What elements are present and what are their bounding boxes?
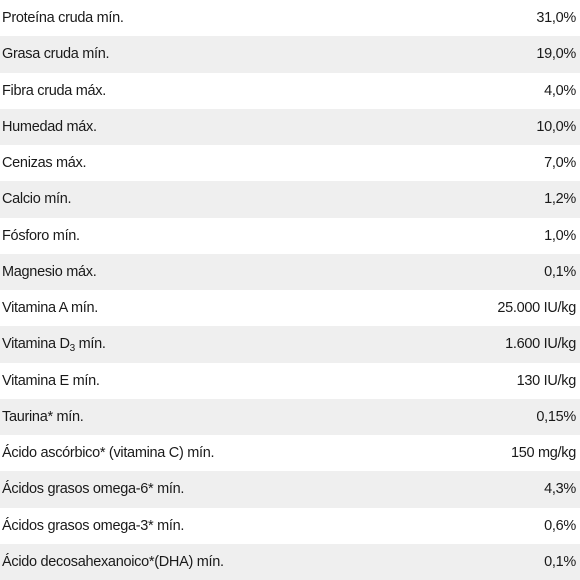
table-row: Magnesio máx. 0,1% [0, 253, 580, 290]
nutrient-value: 0,6% [544, 517, 576, 534]
nutrient-label: Calcio mín. [2, 191, 72, 208]
nutrient-label: Proteína cruda mín. [2, 10, 124, 27]
nutrient-label: Fibra cruda máx. [2, 82, 106, 99]
nutrient-label: Grasa cruda mín. [2, 46, 110, 63]
nutrient-value: 1,2% [544, 191, 576, 208]
nutrient-label: Fósforo mín. [2, 227, 80, 244]
table-row: Grasa cruda mín. 19,0% [0, 36, 580, 73]
table-row: Ácido ascórbico* (vitamina C) mín. 150 m… [0, 435, 580, 472]
nutrient-value: 0,1% [544, 553, 576, 570]
nutrient-value: 0,15% [536, 408, 576, 425]
nutrient-label: Vitamina A mín. [2, 300, 98, 317]
nutrient-value: 31,0% [536, 10, 576, 27]
nutrient-label: Humedad máx. [2, 118, 97, 135]
nutrient-label-subscript: 3 [69, 343, 76, 355]
nutrient-label: Taurina* mín. [2, 408, 84, 425]
table-row: Ácidos grasos omega-6* mín. 4,3% [0, 471, 580, 508]
table-row: Vitamina D3 mín. 1.600 IU/kg [0, 326, 580, 363]
nutrient-label: Vitamina E mín. [2, 372, 100, 389]
nutrient-label-suffix: mín. [74, 336, 106, 353]
table-row: Vitamina A mín. 25.000 IU/kg [0, 290, 580, 327]
nutrient-label: Ácido decosahexanoico*(DHA) mín. [2, 553, 224, 570]
nutrient-label-prefix: Vitamina D [2, 336, 70, 353]
nutrient-value: 25.000 IU/kg [497, 300, 576, 317]
nutrient-value: 4,0% [544, 82, 576, 99]
table-row: Calcio mín. 1,2% [0, 181, 580, 218]
nutrient-value: 19,0% [536, 46, 576, 63]
nutrient-label: Ácidos grasos omega-3* mín. [2, 517, 185, 534]
nutrient-label: Cenizas máx. [2, 155, 87, 172]
table-row: Ácido decosahexanoico*(DHA) mín. 0,1% [0, 543, 580, 580]
table-row: Humedad máx. 10,0% [0, 108, 580, 145]
table-row: Cenizas máx. 7,0% [0, 145, 580, 182]
nutrient-value: 150 mg/kg [510, 445, 576, 462]
nutrient-value: 1,0% [544, 227, 576, 244]
nutrient-value: 0,1% [544, 263, 576, 280]
table-row: Proteína cruda mín. 31,0% [0, 0, 580, 37]
nutrient-label: Vitamina D3 mín. [2, 336, 106, 355]
nutrient-value: 4,3% [544, 481, 576, 498]
nutrient-value: 1.600 IU/kg [505, 336, 576, 353]
table-row: Ácidos grasos omega-3* mín. 0,6% [0, 507, 580, 544]
nutrient-value: 7,0% [544, 155, 576, 172]
table-row: Taurina* mín. 0,15% [0, 398, 580, 435]
table-row: Vitamina E mín. 130 IU/kg [0, 362, 580, 399]
table-row: Fósforo mín. 1,0% [0, 217, 580, 254]
nutrient-value: 10,0% [536, 118, 576, 135]
nutrient-label: Ácido ascórbico* (vitamina C) mín. [2, 445, 215, 462]
nutrient-label: Ácidos grasos omega-6* mín. [2, 481, 185, 498]
table-row: Fibra cruda máx. 4,0% [0, 72, 580, 109]
nutrient-value: 130 IU/kg [516, 372, 577, 389]
nutrient-label: Magnesio máx. [2, 263, 97, 280]
